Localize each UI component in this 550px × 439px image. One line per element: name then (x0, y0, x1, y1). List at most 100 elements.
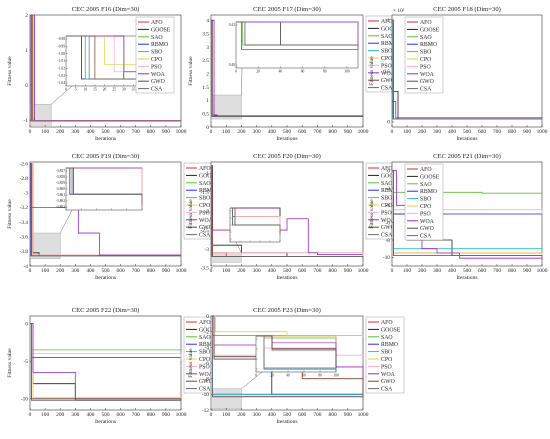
legend-label-gwo: GWO (381, 379, 395, 385)
legend-label-woa: WOA (420, 219, 435, 225)
x-axis-label: Iterations (95, 136, 116, 142)
legend-label-cpo: CPO (199, 203, 210, 209)
legend-label-sbo: SBO (381, 49, 392, 55)
inset-panel: 0 20 40 60 80 100 0.41 0.40 (229, 21, 359, 96)
x-tick-label: 1000 (176, 412, 187, 418)
x-tick-label: 100 (403, 129, 411, 135)
legend-label-csa: CSA (381, 86, 393, 92)
y-tick-label: -6 (386, 220, 391, 226)
legend-label-sbo: SBO (199, 350, 210, 356)
inset-x-tick-label: 5 (75, 88, 77, 92)
x-tick-label: 900 (344, 412, 352, 418)
legend-label-sao: SAO (420, 182, 432, 188)
x-tick-label: 800 (508, 268, 516, 274)
legend-label-sbo: SBO (381, 196, 392, 202)
legend-label-sao: SAO (381, 181, 393, 187)
y-tick-label: 4 (206, 18, 209, 24)
x-tick-label: 600 (117, 129, 125, 135)
y-tick-label: 1.5 (202, 85, 209, 91)
inset-series-csa (230, 207, 281, 236)
x-tick-label: 800 (329, 129, 337, 135)
x-tick-label: 100 (41, 412, 49, 418)
legend-label-woa: WOA (199, 218, 214, 224)
x-tick-label: 1000 (537, 129, 548, 135)
x-tick-label: 500 (283, 129, 291, 135)
x-tick-label: 200 (56, 412, 64, 418)
x-tick-label: 400 (448, 129, 456, 135)
series-line-csa (392, 170, 543, 259)
legend-label-sao: SAO (199, 181, 211, 187)
y-axis-label: Fitness value (188, 348, 194, 378)
series-line-csa (211, 19, 364, 117)
x-tick-label: 700 (313, 268, 321, 274)
legend-label-cpo: CPO (381, 203, 392, 209)
legend-label-csa: CSA (381, 387, 393, 393)
y-tick-label: -2.6 (19, 161, 28, 167)
inset-panel: 0 20 40 60 80 100 (241, 335, 339, 390)
x-tick-label: 500 (101, 129, 109, 135)
legend-label-gwo: GWO (420, 226, 434, 232)
legend-label-cpo: CPO (381, 56, 392, 62)
x-tick-label: 0 (210, 412, 213, 418)
y-tick-label: -10 (383, 255, 390, 261)
inset-y-tick-label: -3.861 (56, 193, 65, 197)
x-tick-label: 1000 (176, 268, 187, 274)
legend-label-gwo: GWO (151, 79, 165, 85)
legend-label-gwo: GWO (420, 79, 434, 85)
y-tick-label: -3.2 (19, 205, 28, 211)
legend-label-csa: CSA (420, 234, 432, 240)
x-tick-label: 1000 (176, 129, 187, 135)
x-tick-label: 800 (147, 268, 155, 274)
x-tick-label: 500 (101, 412, 109, 418)
legend-label-goose: GOOSE (420, 174, 440, 180)
inset-x-tick-label: 80 (318, 374, 322, 378)
x-axis-label: Iterations (95, 275, 116, 281)
y-scale-label: × 10² (393, 8, 405, 14)
y-tick-label: -3.4 (19, 220, 28, 226)
legend-label-pso: PSO (151, 64, 162, 70)
x-tick-label: 200 (56, 268, 64, 274)
x-tick-label: 200 (237, 268, 245, 274)
inset-series-gwo (256, 335, 337, 360)
x-tick-label: 100 (222, 412, 230, 418)
x-tick-label: 900 (344, 268, 352, 274)
legend-label-goose: GOOSE (420, 27, 440, 33)
x-tick-label: 700 (132, 412, 140, 418)
x-tick-label: 400 (268, 412, 276, 418)
y-tick-label: 2 (25, 13, 28, 19)
x-tick-label: 200 (237, 412, 245, 418)
series-line-csa (30, 323, 182, 402)
x-tick-label: 500 (283, 412, 291, 418)
x-tick-label: 600 (298, 129, 306, 135)
inset-frame (255, 335, 337, 373)
legend-label-rbmo: RBMO (151, 42, 168, 48)
inset-x-tick-label: 20 (256, 70, 260, 74)
x-tick-label: 700 (313, 412, 321, 418)
x-tick-label: 0 (29, 412, 32, 418)
legend-label-pso: PSO (420, 64, 431, 70)
inset-x-tick-label: 0 (65, 88, 67, 92)
x-tick-label: 0 (210, 268, 213, 274)
legend-label-goose: GOOSE (381, 173, 401, 179)
legend-label-gwo: GWO (381, 78, 395, 84)
series-line-woa (392, 101, 543, 119)
legend-label-goose: GOOSE (199, 327, 219, 333)
chart-title: CEC 2005 F20 (Dim=30) (253, 153, 321, 160)
x-tick-label: 400 (86, 129, 94, 135)
inset-x-tick-label: 25 (112, 88, 116, 92)
inset-y-tick-label: -3.863 (56, 205, 65, 209)
series-line-csa (211, 165, 364, 262)
legend-label-afo: AFO (381, 19, 393, 25)
inset-panel (229, 207, 281, 253)
y-tick-label: -1 (24, 118, 29, 124)
legend-label-gwo: GWO (381, 225, 395, 231)
x-axis-label: Iterations (95, 419, 116, 425)
x-tick-label: 100 (222, 129, 230, 135)
legend-label-woa: WOA (420, 72, 435, 78)
x-tick-label: 400 (86, 268, 94, 274)
y-tick-label: -10 (202, 392, 209, 398)
